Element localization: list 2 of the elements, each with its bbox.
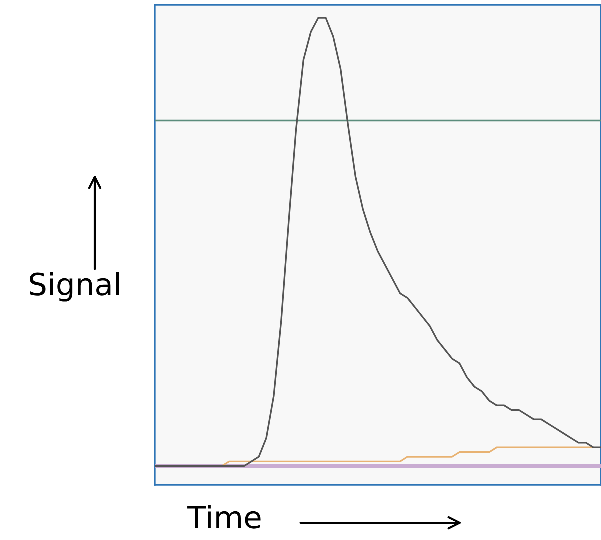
y-axis-title: Signal bbox=[30, 272, 120, 302]
x-axis-title: Time bbox=[188, 505, 261, 529]
